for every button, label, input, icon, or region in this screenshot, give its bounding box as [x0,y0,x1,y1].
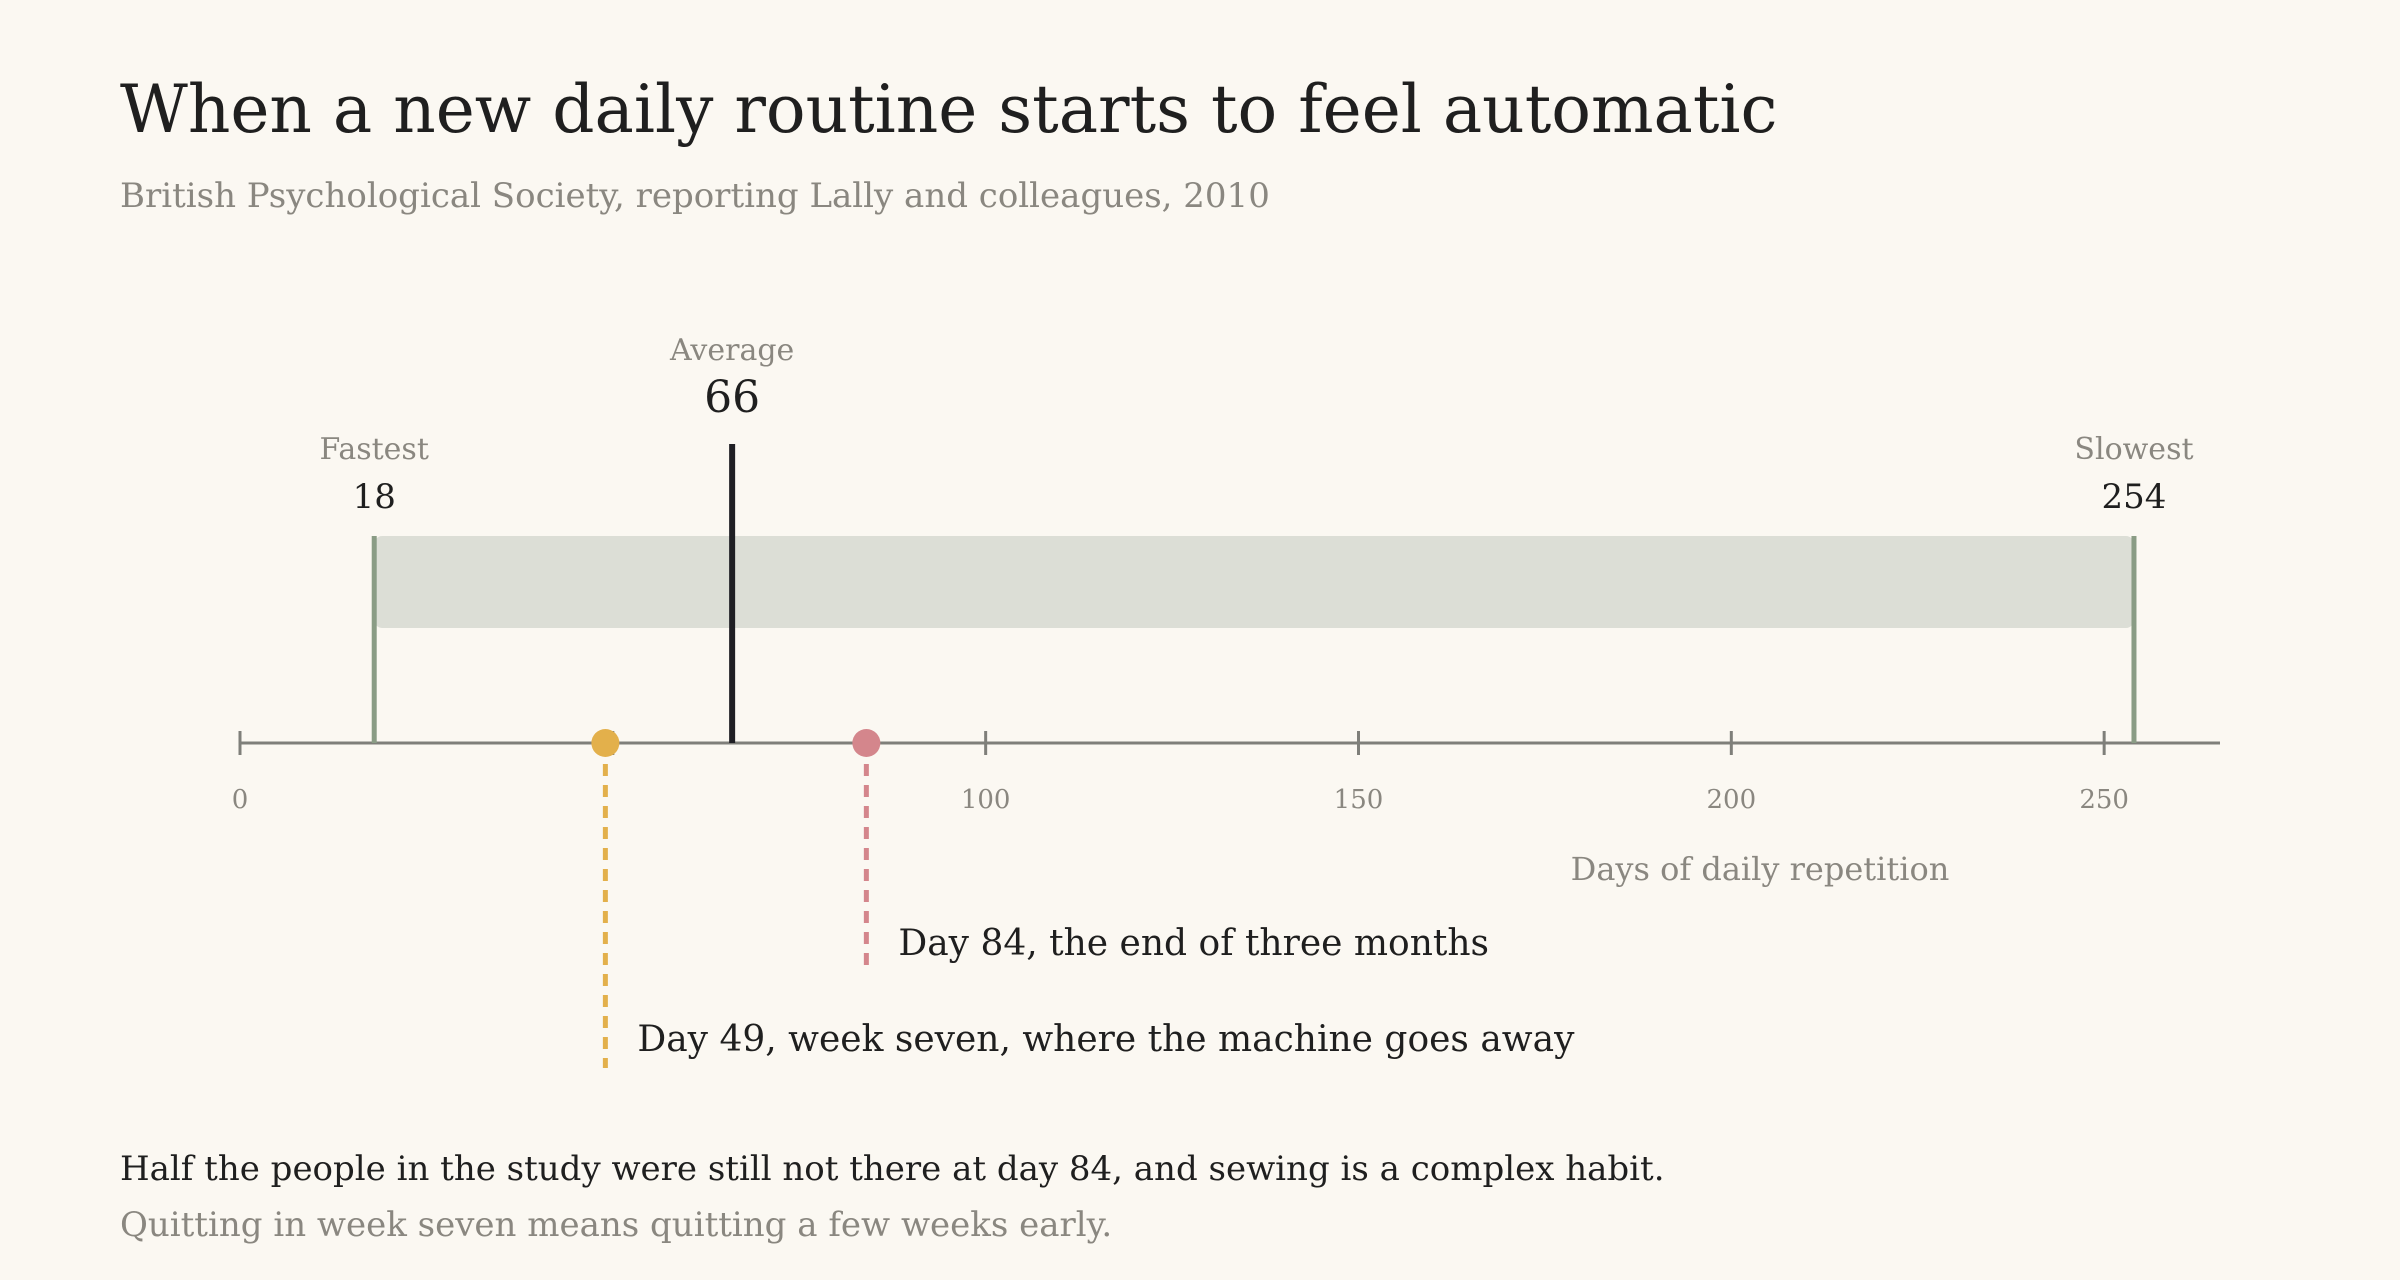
annotation-day84-text: Day 84, the end of three months [898,923,1489,964]
x-tick-label: 100 [961,785,1011,815]
marker-slowest-label: Slowest [2074,432,2193,467]
annotation-day49-text: Day 49, week seven, where the machine go… [637,1019,1575,1060]
footnote-line-2: Quitting in week seven means quitting a … [120,1205,1112,1245]
chart-subtitle: British Psychological Society, reporting… [120,176,1270,216]
marker-fastest-value: 18 [353,477,396,517]
marker-slowest-value: 254 [2102,477,2167,517]
x-tick-label: 200 [1707,785,1757,815]
x-tick-label: 250 [2079,785,2129,815]
footnote-line-1: Half the people in the study were still … [120,1149,1665,1189]
marker-fastest-label: Fastest [320,432,429,467]
chart-title: When a new daily routine starts to feel … [120,71,1777,148]
x-tick-label: 150 [1334,785,1384,815]
x-tick-label: 0 [232,785,249,815]
marker-average-value: 66 [704,372,760,423]
axis-title: Days of daily repetition [1571,850,1950,888]
annotation-day84-dot [852,729,881,757]
annotation-day49-dot [591,729,620,757]
marker-average-label: Average [669,333,794,368]
plot-area: 0 100 150 200 250 Fastest 18 Average 66 Slowest 25… [232,333,2220,1068]
range-band [374,536,2134,628]
